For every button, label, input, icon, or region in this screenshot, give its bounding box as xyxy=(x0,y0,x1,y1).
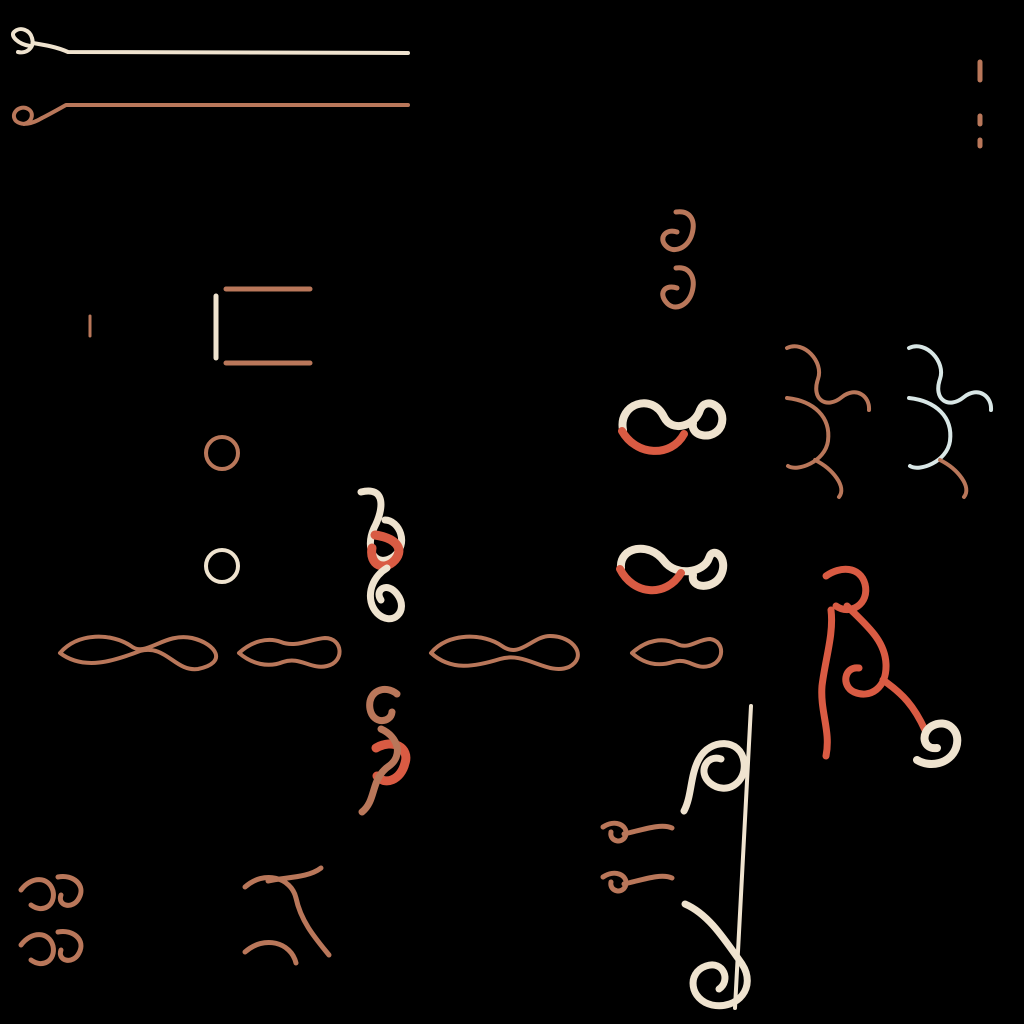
ring-ornament xyxy=(204,435,240,584)
swirl-corner xyxy=(616,209,728,595)
eye-flourish xyxy=(357,487,411,816)
vine-border-strip xyxy=(58,634,724,672)
scroll-stand xyxy=(600,704,753,1010)
wave-flourish-bottom xyxy=(242,865,332,966)
wave-flourish xyxy=(785,344,993,499)
scroll-bar-cream xyxy=(11,27,410,55)
swirl-corner-bottom-left xyxy=(18,874,84,967)
border-corner-bracket xyxy=(88,286,313,366)
scroll-bar-copper xyxy=(11,103,410,126)
spiral-cluster xyxy=(818,565,962,768)
